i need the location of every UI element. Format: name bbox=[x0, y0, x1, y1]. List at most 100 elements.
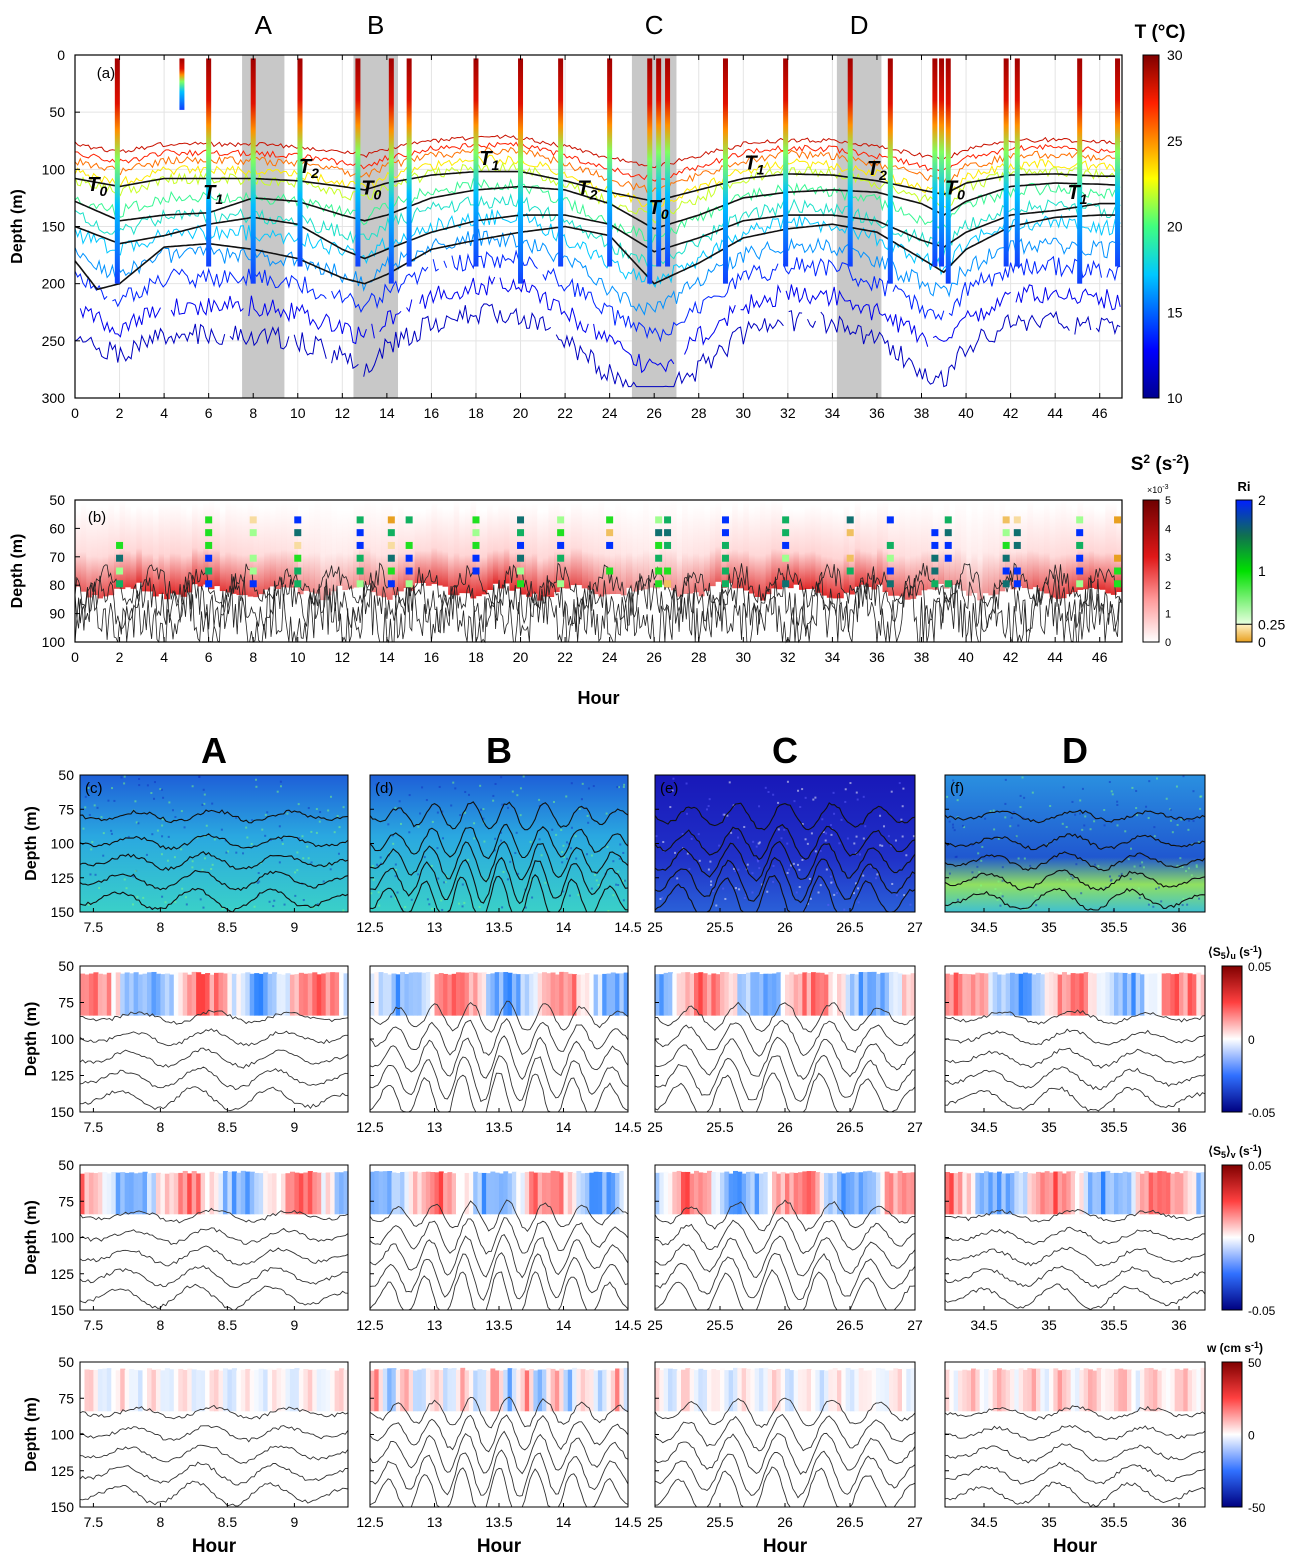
velocity-shear-column bbox=[720, 972, 725, 1016]
shear-squared-column bbox=[643, 500, 649, 590]
backscatter-speckle bbox=[511, 790, 514, 793]
velocity-shear-column bbox=[97, 1369, 103, 1412]
phase-label: T0 bbox=[361, 177, 381, 202]
velocity-shear-column bbox=[902, 1368, 907, 1412]
velocity-shear-column bbox=[550, 1170, 556, 1215]
y-tick-label: 60 bbox=[49, 520, 65, 536]
shear-squared-column bbox=[1032, 506, 1039, 588]
velocity-shear-column bbox=[837, 1370, 842, 1412]
velocity-shear-column bbox=[417, 972, 423, 1016]
x-tick-label: 34 bbox=[825, 649, 841, 665]
velocity-shear-column bbox=[850, 973, 855, 1016]
backscatter-speckle bbox=[110, 829, 113, 832]
isopycnal-line bbox=[654, 1199, 915, 1232]
backscatter-speckle bbox=[370, 892, 373, 895]
backscatter-speckle bbox=[538, 838, 541, 841]
x-tick-label: 26 bbox=[646, 405, 662, 421]
velocity-shear-column bbox=[585, 972, 590, 1016]
velocity-shear-column bbox=[473, 972, 479, 1016]
velocity-shear-column bbox=[303, 973, 309, 1016]
velocity-shear-column bbox=[155, 1172, 161, 1215]
backscatter-speckle bbox=[430, 864, 433, 867]
x-tick-label: 0 bbox=[71, 649, 79, 665]
shear-squared-column bbox=[86, 506, 92, 598]
x-tick-label: 34.5 bbox=[970, 919, 997, 935]
velocity-shear-column bbox=[949, 1173, 955, 1215]
shear-squared-column bbox=[102, 507, 109, 597]
velocity-shear-column bbox=[303, 1368, 309, 1412]
velocity-shear-column bbox=[1070, 1171, 1076, 1215]
velocity-shear-column bbox=[464, 1370, 470, 1412]
backscatter-speckle bbox=[84, 806, 87, 809]
backscatter-speckle bbox=[900, 818, 903, 821]
phase-label: T0 bbox=[87, 174, 107, 199]
velocity-shear-column bbox=[1140, 1173, 1145, 1215]
velocity-shear-column bbox=[593, 1370, 599, 1412]
velocity-shear-column bbox=[958, 1171, 963, 1215]
velocity-shear-column bbox=[447, 974, 453, 1016]
backscatter-speckle bbox=[426, 898, 429, 901]
x-tick-label: 36 bbox=[869, 405, 885, 421]
isopycnal-line bbox=[79, 1227, 349, 1245]
backscatter-speckle bbox=[442, 837, 445, 840]
x-tick-label: 14.5 bbox=[614, 919, 641, 935]
subpanel: 25 25.5 26 26.5 27 bbox=[647, 1164, 923, 1333]
isopycnal-line bbox=[369, 1000, 629, 1033]
backscatter-speckle bbox=[516, 794, 519, 797]
isopycnal-line bbox=[79, 887, 349, 913]
richardson-number-marker bbox=[1076, 554, 1084, 562]
velocity-shear-column bbox=[507, 1173, 513, 1215]
velocity-shear-column bbox=[984, 1369, 989, 1412]
shear-squared-column bbox=[871, 508, 878, 590]
velocity-shear-column bbox=[111, 972, 117, 1016]
velocity-shear-column bbox=[151, 1173, 157, 1215]
richardson-number-marker bbox=[205, 567, 213, 575]
backscatter-speckle bbox=[419, 812, 422, 815]
backscatter-speckle bbox=[199, 898, 202, 901]
velocity-shear-column bbox=[1144, 1170, 1150, 1215]
velocity-shear-column bbox=[897, 973, 903, 1016]
backscatter-speckle bbox=[551, 828, 554, 831]
velocity-shear-column bbox=[694, 972, 699, 1016]
velocity-shear-column bbox=[1079, 1173, 1085, 1215]
velocity-shear-column bbox=[276, 973, 282, 1016]
shear-squared-column bbox=[214, 503, 221, 587]
shear-squared-column bbox=[776, 501, 783, 590]
velocity-shear-column bbox=[992, 1172, 998, 1215]
velocity-shear-column bbox=[623, 1170, 629, 1215]
velocity-shear-column bbox=[1192, 1172, 1197, 1215]
smoothed-isotherm-0 bbox=[74, 182, 1120, 230]
shear-squared-column bbox=[893, 508, 900, 596]
backscatter-speckle bbox=[992, 809, 995, 812]
velocity-shear-column bbox=[408, 1369, 414, 1412]
backscatter-speckle bbox=[506, 878, 509, 881]
backscatter-speckle bbox=[891, 882, 894, 885]
shear-squared-column bbox=[308, 504, 315, 593]
acoustic-backscatter-image bbox=[945, 775, 1205, 912]
velocity-shear-column bbox=[1161, 1171, 1167, 1215]
shear-squared-column bbox=[141, 507, 148, 592]
richardson-number-marker bbox=[846, 567, 854, 575]
backscatter-speckle bbox=[952, 779, 955, 782]
richardson-number-marker bbox=[405, 554, 413, 562]
y-axis-label: Depth (m) bbox=[23, 1200, 40, 1275]
backscatter-speckle bbox=[788, 868, 791, 871]
velocity-shear-column bbox=[1196, 972, 1202, 1016]
x-tick-label: 13 bbox=[427, 1514, 443, 1530]
richardson-number-marker bbox=[116, 580, 124, 588]
velocity-shear-column bbox=[876, 973, 881, 1016]
velocity-shear-column bbox=[767, 973, 773, 1016]
velocity-shear-column bbox=[1174, 973, 1180, 1016]
velocity-shear-column bbox=[694, 1170, 699, 1215]
backscatter-speckle bbox=[310, 830, 313, 833]
backscatter-speckle bbox=[560, 828, 563, 831]
smoothed-isotherm-3 bbox=[74, 214, 1120, 291]
velocity-shear-column bbox=[1135, 972, 1141, 1016]
x-tick-label: 36 bbox=[1171, 919, 1187, 935]
backscatter-speckle bbox=[738, 888, 741, 891]
velocity-shear-column bbox=[1105, 972, 1111, 1016]
velocity-shear-column bbox=[1075, 1367, 1080, 1412]
backscatter-speckle bbox=[766, 890, 769, 893]
y-axis-label: Depth (m) bbox=[9, 534, 26, 609]
